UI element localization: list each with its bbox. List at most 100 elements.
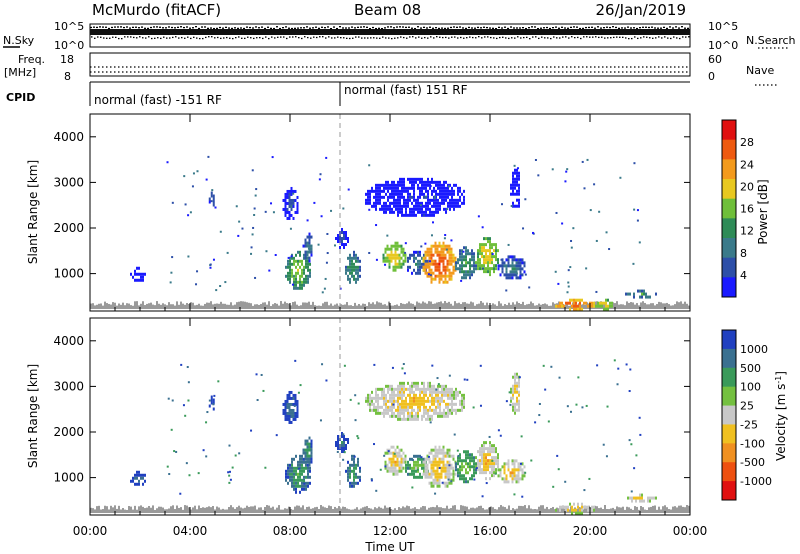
y-tick-label: 4000 — [53, 130, 84, 144]
nsky-tick-top: 10^5 — [54, 20, 84, 33]
nsky-label: N.Sky — [3, 34, 35, 47]
power-colorbar-tick: 4 — [740, 269, 747, 282]
velocity-colorbar-swatch — [722, 462, 736, 482]
velocity-colorbar-tick: -100 — [740, 437, 765, 450]
power-colorbar: 4 8 12 16 20 24 28 — [721, 119, 754, 298]
power-colorbar-swatch — [722, 179, 736, 200]
vel-plot-scatter-cells — [166, 359, 642, 498]
echo-feature — [285, 454, 311, 494]
x-axis-label: Time UT — [364, 540, 415, 554]
y-tick-label: 2000 — [53, 221, 84, 235]
cpid-strip: CPID normal (fast) -151 RF normal (fast)… — [6, 81, 690, 107]
echo-feature — [335, 432, 349, 454]
echo-feature — [455, 246, 477, 280]
x-tick-label: 00:00 — [673, 524, 708, 538]
power-colorbar-tick: 20 — [740, 180, 754, 193]
cpid-label: CPID — [6, 91, 35, 104]
power-colorbar-swatch — [722, 159, 736, 180]
echo-feature — [365, 381, 465, 421]
power-colorbar-swatch — [722, 218, 736, 239]
nave-tick-bottom: 0 — [708, 70, 715, 83]
vel-plot-ground-scatter — [90, 505, 690, 513]
power-colorbar-swatch — [722, 139, 736, 160]
velocity-y-axis: 1000 2000 3000 4000 — [53, 334, 690, 485]
echo-feature — [345, 250, 361, 284]
velocity-colorbar-swatch — [722, 386, 736, 407]
power-colorbar-label: Power [dB] — [756, 179, 770, 244]
velocity-colorbar-tick: -500 — [740, 456, 765, 469]
velocity-colorbar: 1000 500 100 25 -25 -100 -500 -1000 — [721, 329, 772, 501]
y-tick-label: 4000 — [53, 334, 84, 348]
nsearch-tick-top: 10^5 — [708, 20, 738, 33]
y-tick-label: 3000 — [53, 175, 84, 189]
power-colorbar-tick: 8 — [740, 247, 747, 260]
velocity-colorbar-swatch — [722, 348, 736, 369]
echo-feature — [455, 450, 477, 484]
velocity-colorbar-tick: 25 — [740, 400, 754, 413]
station-title: McMurdo (fitACF) — [92, 1, 221, 19]
velocity-colorbar-swatch — [722, 443, 736, 463]
echo-feature — [345, 454, 361, 488]
echo-feature — [282, 390, 299, 424]
cpid-segment-2: normal (fast) 151 RF — [344, 83, 468, 97]
time-x-axis: 00:00 04:00 08:00 12:00 16:00 20:00 00:00 — [73, 114, 708, 538]
echo-feature — [285, 250, 311, 290]
x-tick-label: 12:00 — [373, 524, 408, 538]
power-colorbar-swatch — [722, 257, 736, 278]
freq-tick-bottom: 8 — [64, 70, 71, 83]
nsearch-tick-bottom: 10^0 — [708, 39, 738, 52]
echo-feature — [625, 289, 657, 299]
echo-feature — [130, 266, 146, 282]
power-colorbar-swatch — [722, 238, 736, 259]
echo-feature — [475, 237, 499, 277]
nsearch-label: N.Search — [746, 34, 796, 47]
echo-feature — [497, 255, 526, 280]
power-plot-area — [90, 114, 690, 311]
velocity-colorbar-swatch — [722, 424, 736, 444]
velocity-colorbar-tick: -25 — [740, 418, 758, 431]
power-colorbar-tick: 16 — [740, 203, 754, 216]
power-colorbar-tick: 24 — [740, 158, 754, 171]
cpid-segment-1: normal (fast) -151 RF — [94, 93, 222, 107]
echo-feature — [510, 168, 520, 208]
echo-feature — [208, 395, 215, 411]
power-colorbar-swatch — [722, 198, 736, 219]
freq-strip: Freq. [MHz] 18 8 60 0 Nave — [4, 52, 778, 86]
echo-feature — [510, 372, 520, 415]
echo-feature — [555, 502, 595, 515]
echo-feature — [382, 241, 407, 272]
nave-tick-top: 60 — [708, 53, 722, 66]
echo-feature — [302, 436, 313, 467]
power-plot-scatter-cells — [166, 155, 641, 294]
y-tick-label: 1000 — [53, 267, 84, 281]
beam-title: Beam 08 — [354, 1, 421, 19]
y-tick-label: 3000 — [53, 379, 84, 393]
date-title: 26/Jan/2019 — [596, 1, 687, 19]
freq-label: Freq. — [18, 53, 45, 66]
echo-feature — [555, 298, 595, 311]
y-tick-label: 1000 — [53, 471, 84, 485]
x-tick-label: 00:00 — [73, 524, 108, 538]
echo-feature — [282, 186, 299, 220]
power-colorbar-tick: 12 — [740, 225, 754, 238]
echo-feature — [475, 441, 499, 481]
velocity-y-axis-label: Slant Range [km] — [26, 364, 40, 468]
power-panel: 1000 2000 3000 4000 Slant Range [km] 4 8 12 16… — [26, 113, 770, 312]
x-tick-label: 20:00 — [573, 524, 608, 538]
echo-feature — [384, 445, 407, 476]
echo-feature — [365, 177, 465, 217]
echo-feature — [208, 191, 215, 207]
echo-feature — [422, 241, 457, 284]
velocity-colorbar-label: Velocity [m s-1] — [774, 371, 789, 461]
velocity-colorbar-swatch — [722, 481, 736, 501]
nave-label: Nave — [746, 64, 774, 77]
power-y-axis-label: Slant Range [km] — [26, 160, 40, 264]
freq-tick-top: 18 — [60, 53, 74, 66]
echo-feature — [335, 228, 349, 250]
echo-feature — [130, 470, 146, 486]
freq-unit: [MHz] — [4, 66, 36, 79]
echo-feature — [595, 298, 613, 311]
velocity-colorbar-tick: -1000 — [740, 475, 772, 488]
x-tick-label: 04:00 — [173, 524, 208, 538]
